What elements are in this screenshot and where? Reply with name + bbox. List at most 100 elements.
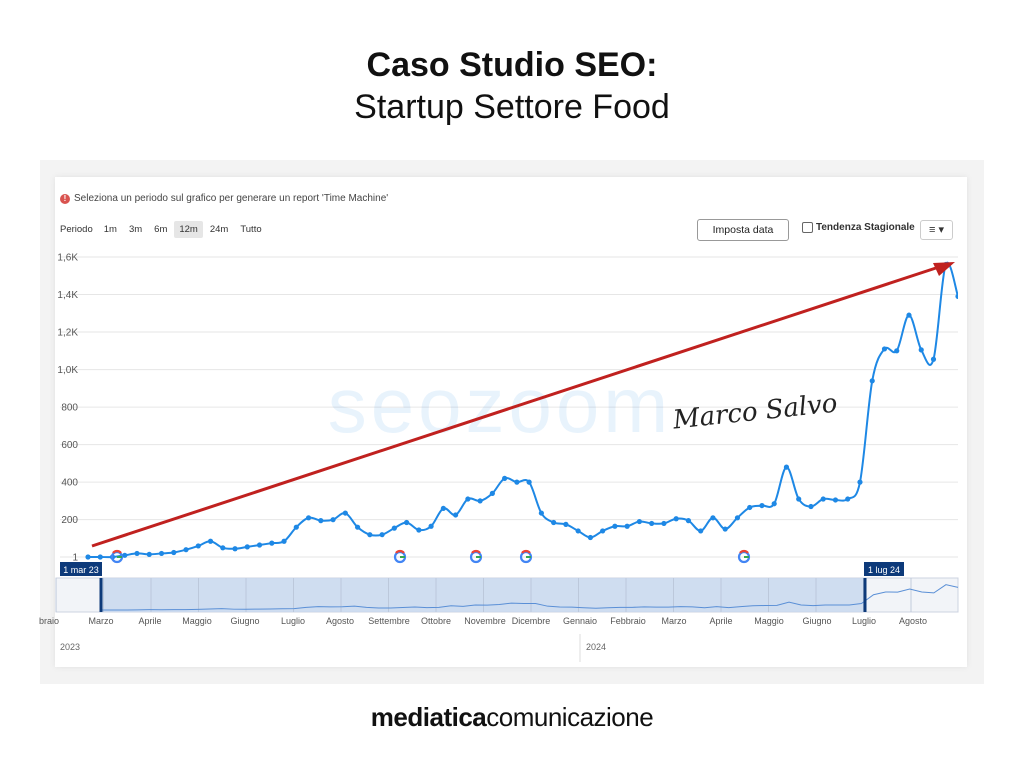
data-point	[759, 502, 765, 509]
data-point	[403, 519, 410, 526]
data-point	[575, 528, 581, 534]
range-end-label: 1 lug 24	[868, 565, 900, 575]
data-point	[195, 543, 201, 549]
navigator-right-handle[interactable]	[863, 578, 867, 612]
data-point	[722, 526, 728, 532]
y-tick-label: 1,2K	[57, 328, 78, 339]
period-button-tutto[interactable]: Tutto	[240, 224, 262, 235]
data-point	[869, 378, 875, 384]
data-point	[538, 510, 544, 516]
data-point	[881, 346, 888, 352]
data-point	[134, 550, 140, 557]
navigator-selection	[101, 578, 865, 612]
y-tick-label: 400	[61, 478, 78, 489]
data-point	[820, 496, 826, 502]
data-point	[342, 510, 348, 516]
period-selector: Periodo 1m 3m 6m 12m 24m Tutto	[60, 221, 269, 238]
year-label: 2023	[60, 642, 80, 652]
google-update-icon[interactable]	[110, 549, 124, 564]
data-point	[857, 479, 863, 485]
exclamation-icon: !	[60, 193, 70, 204]
page-title: Caso Studio SEO:	[366, 46, 658, 84]
data-point	[281, 538, 287, 544]
period-button-12m[interactable]: 12m	[174, 221, 203, 238]
y-tick-label: 1,4K	[57, 290, 78, 301]
data-point	[122, 552, 128, 558]
data-point	[256, 542, 263, 548]
range-navigator[interactable]: 1 mar 23 1 lug 24	[55, 562, 959, 613]
data-point	[171, 549, 177, 556]
period-button-6m[interactable]: 6m	[154, 224, 168, 235]
google-update-icon[interactable]	[519, 549, 533, 564]
x-month-label: Luglio	[281, 616, 305, 626]
data-point	[796, 496, 802, 502]
y-tick-label: 1	[72, 553, 78, 564]
data-point	[318, 518, 324, 524]
data-point	[918, 347, 924, 353]
navigator-left-handle[interactable]	[99, 578, 103, 612]
data-point	[97, 554, 103, 560]
data-point	[734, 515, 741, 521]
trend-arrow-shaft	[91, 264, 943, 548]
year-label: 2024	[586, 642, 606, 652]
x-month-label: Giugno	[802, 616, 831, 626]
google-g-top	[739, 549, 749, 554]
y-tick-label: 600	[61, 440, 78, 451]
data-point	[489, 490, 495, 496]
data-point	[465, 496, 471, 502]
range-start-badge	[60, 562, 102, 576]
x-month-label: Giugno	[230, 616, 259, 626]
y-tick-label: 800	[61, 403, 78, 414]
y-tick-label: 1,6K	[57, 253, 78, 264]
x-month-label: Maggio	[182, 616, 212, 626]
x-month-label: Maggio	[754, 616, 784, 626]
data-point	[783, 464, 790, 470]
data-point	[587, 534, 593, 541]
x-axis-month-labels: braio Marzo Aprile Maggio Giugno Luglio Agosto…	[39, 616, 927, 626]
notice-text: Seleziona un periodo sul grafico per gen…	[74, 193, 389, 204]
period-button-1m[interactable]: 1m	[103, 224, 117, 235]
x-month-label: Settembre	[368, 616, 410, 626]
data-point	[453, 512, 459, 518]
period-button-24m[interactable]: 24m	[209, 224, 229, 235]
data-point	[220, 545, 226, 551]
seasonal-trend-label: Tendenza Stagionale	[816, 222, 915, 233]
data-point	[232, 546, 238, 552]
google-update-icon[interactable]	[469, 549, 483, 564]
time-machine-notice: ! Seleziona un periodo sul grafico per g…	[60, 193, 388, 204]
data-point	[207, 538, 214, 544]
watermark-text: seozoom	[328, 361, 673, 449]
x-month-label: Luglio	[852, 616, 876, 626]
chart-menu-button[interactable]: ≡ ▾	[920, 220, 953, 240]
data-point	[612, 523, 618, 529]
y-axis-ticks: 1 200 400 600 800 1,0K 1,2K 1,4K 1,6K	[57, 253, 78, 564]
set-date-button[interactable]: Imposta data	[697, 219, 789, 241]
google-update-markers	[110, 549, 751, 564]
data-point	[808, 503, 814, 510]
x-month-label: Ottobre	[421, 616, 451, 626]
x-month-label: Marzo	[88, 616, 113, 626]
seasonal-trend-checkbox[interactable]	[802, 222, 813, 233]
google-update-icon[interactable]	[737, 549, 751, 564]
data-point	[649, 520, 655, 527]
period-button-3m[interactable]: 3m	[128, 224, 143, 235]
data-point	[477, 498, 483, 504]
google-g-top	[395, 549, 405, 554]
data-point	[391, 525, 397, 531]
x-month-label: Febbraio	[610, 616, 646, 626]
x-month-label: Novembre	[464, 616, 506, 626]
google-update-icon[interactable]	[393, 549, 407, 564]
data-point	[502, 475, 508, 481]
data-point	[158, 550, 165, 557]
series-line-group	[85, 261, 958, 560]
data-point	[563, 521, 569, 527]
seasonal-trend-toggle[interactable]: Tendenza Stagionale	[802, 222, 915, 233]
x-month-label: Gennaio	[563, 616, 597, 626]
footer-logo: mediaticacomunicazione	[0, 702, 1024, 733]
signature: Marco Salvo	[671, 388, 839, 435]
footer-logo-bold: mediatica	[370, 702, 487, 732]
data-point	[906, 312, 912, 318]
data-point	[526, 479, 532, 485]
data-point	[514, 479, 520, 485]
